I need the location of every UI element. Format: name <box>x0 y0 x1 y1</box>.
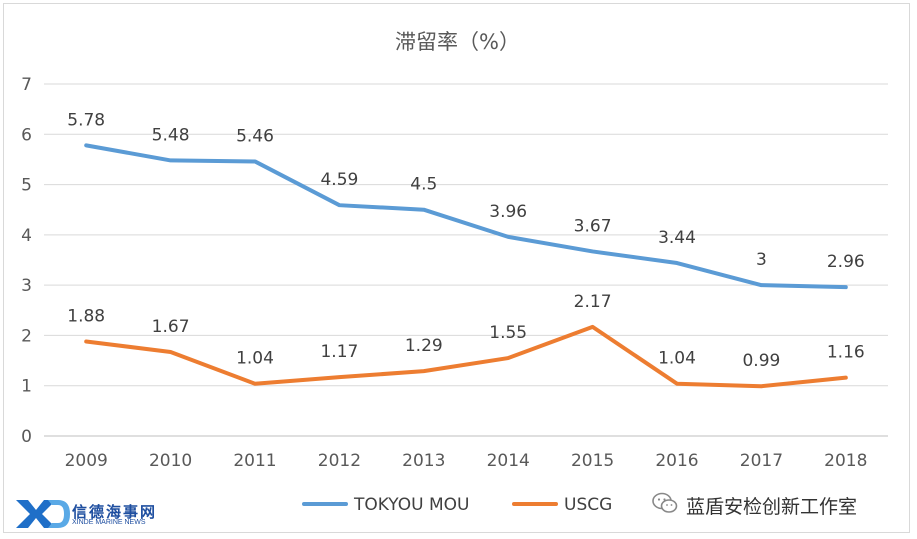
chart-frame: 滞留率（%） 0 1 2 3 4 5 6 7 2009 2010 2011 2012 2013 2014 2… <box>3 3 910 533</box>
wechat-icon <box>652 492 678 513</box>
data-label: 3.44 <box>658 228 696 248</box>
y-tick-label: 5 <box>21 176 32 196</box>
data-label: 1.67 <box>152 317 190 337</box>
data-label: 4.5 <box>410 175 437 195</box>
x-tick-label: 2009 <box>65 451 108 471</box>
y-tick-label: 4 <box>21 226 32 246</box>
data-label: 1.16 <box>827 343 865 363</box>
data-label: 1.88 <box>67 306 105 326</box>
x-tick-label: 2013 <box>402 451 445 471</box>
x-tick-label: 2014 <box>487 451 530 471</box>
legend-label: TOKYOU MOU <box>353 495 469 515</box>
xd-logo-icon <box>16 500 70 528</box>
data-label: 4.59 <box>320 170 358 190</box>
line-chart: 0 1 2 3 4 5 6 7 2009 2010 2011 2012 2013 2014 2015 2016… <box>21 75 888 515</box>
chart-title: 滞留率（%） <box>395 30 520 54</box>
data-label: 5.46 <box>236 126 274 146</box>
watermark-text: 蓝盾安检创新工作室 <box>686 496 858 518</box>
data-label: 0.99 <box>742 351 780 371</box>
y-tick-label: 2 <box>21 326 32 346</box>
y-tick-label: 6 <box>21 125 32 145</box>
data-label: 3.67 <box>574 216 612 236</box>
y-tick-label: 0 <box>21 427 32 447</box>
x-tick-label: 2018 <box>824 451 867 471</box>
logo-chinese-name: 信德海事网 <box>72 503 158 521</box>
y-tick-label: 3 <box>21 276 32 296</box>
data-label: 1.29 <box>405 336 443 356</box>
data-label: 1.04 <box>236 349 274 369</box>
legend-label: USCG <box>564 495 612 515</box>
series-line-tokyou-mou <box>84 143 848 290</box>
data-label: 1.17 <box>320 342 358 362</box>
x-tick-label: 2011 <box>233 451 276 471</box>
xinde-logo: 信德海事网 XINDE MARINE NEWS <box>14 498 174 534</box>
x-tick-label: 2016 <box>655 451 698 471</box>
x-tick-label: 2015 <box>571 451 614 471</box>
data-label: 1.55 <box>489 323 527 343</box>
data-label: 3 <box>756 250 767 270</box>
logo-english-name: XINDE MARINE NEWS <box>72 519 146 526</box>
x-tick-label: 2017 <box>740 451 783 471</box>
data-label: 3.96 <box>489 202 527 222</box>
y-tick-label: 7 <box>21 75 32 95</box>
x-tick-label: 2010 <box>149 451 192 471</box>
data-label: 2.17 <box>574 292 612 312</box>
data-label: 5.48 <box>152 125 190 145</box>
x-tick-label: 2012 <box>318 451 361 471</box>
series-line-uscg <box>84 324 848 389</box>
data-label: 2.96 <box>827 252 865 272</box>
y-tick-label: 1 <box>21 377 32 397</box>
data-label: 1.04 <box>658 349 696 369</box>
data-label: 5.78 <box>67 110 105 130</box>
